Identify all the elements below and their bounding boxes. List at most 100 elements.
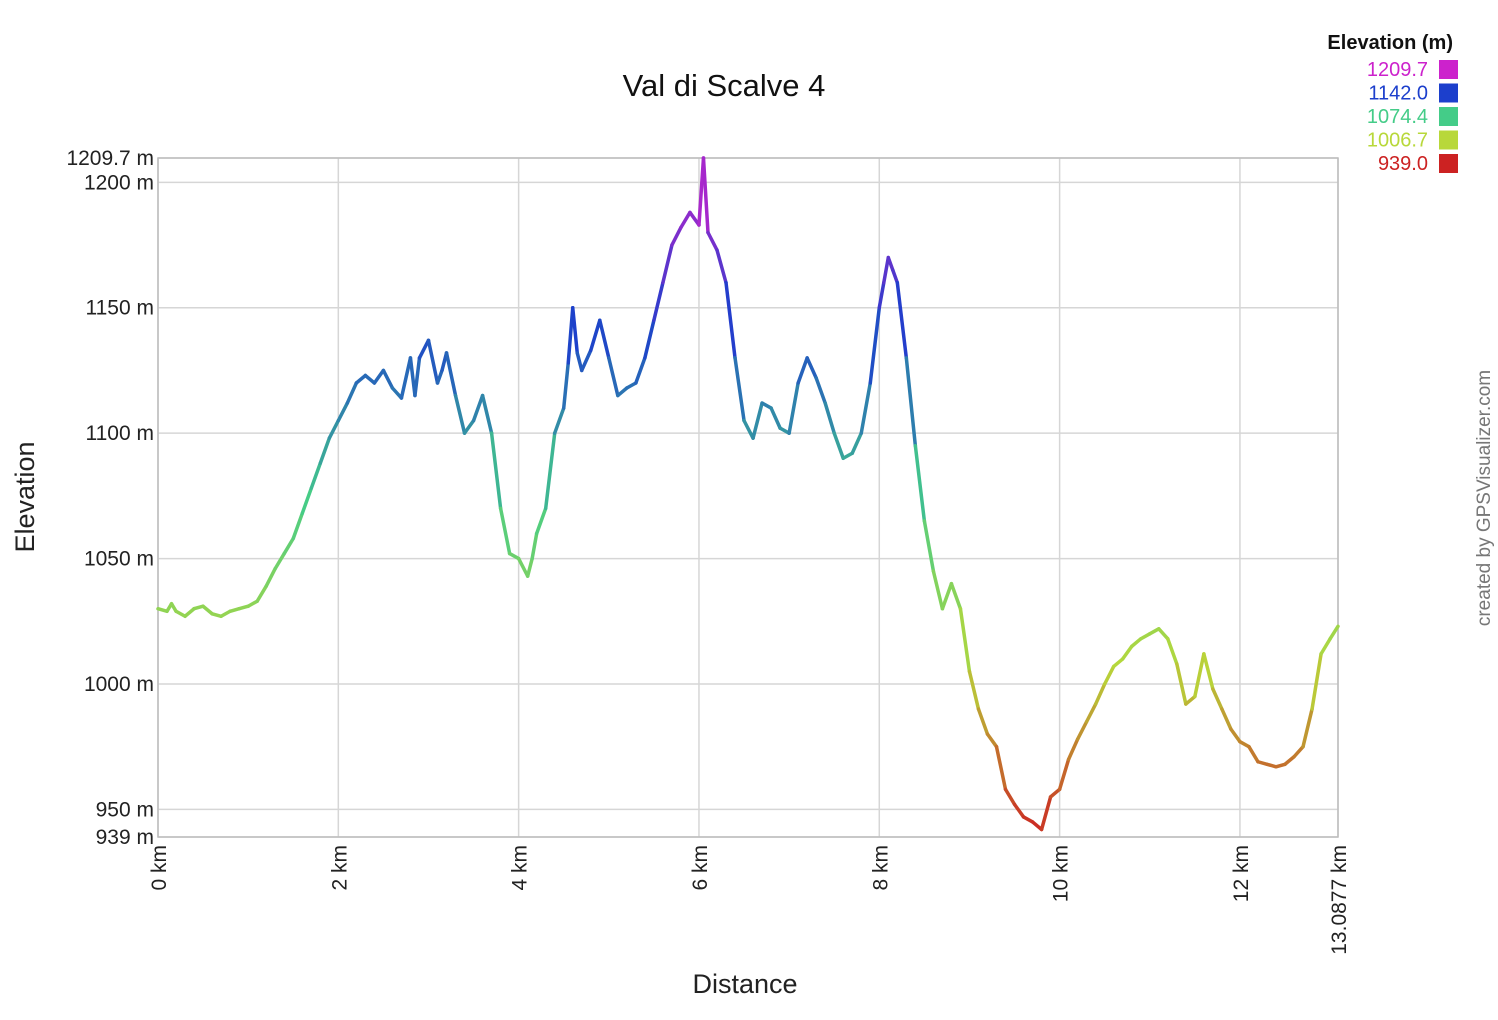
elevation-segment xyxy=(634,356,647,385)
elevation-segment xyxy=(913,443,927,523)
y-tick-label: 1050 m xyxy=(84,548,154,571)
elevation-segment xyxy=(543,431,557,511)
elevation-segment xyxy=(1084,702,1098,724)
elevation-segment xyxy=(1066,737,1080,761)
elevation-segment xyxy=(1166,637,1179,666)
elevation-segment xyxy=(1012,802,1026,819)
elevation-segment xyxy=(372,368,386,385)
legend-swatch xyxy=(1439,130,1458,150)
elevation-segment xyxy=(1157,627,1170,641)
elevation-segment xyxy=(273,551,286,571)
elevation-segment xyxy=(1283,754,1296,767)
elevation-segment xyxy=(1202,652,1215,691)
legend-label: 1006.7 xyxy=(1367,130,1428,152)
elevation-segment xyxy=(868,305,882,385)
elevation-segment xyxy=(282,536,295,556)
legend-label: 1209.7 xyxy=(1367,59,1428,81)
elevation-segment xyxy=(489,431,503,511)
elevation-segment xyxy=(1120,644,1134,661)
elevation-segment xyxy=(462,418,476,435)
elevation-segment xyxy=(1003,787,1017,807)
elevation-segment xyxy=(859,381,873,435)
x-tick-label: 10 km xyxy=(1050,845,1073,902)
elevation-segment xyxy=(1247,744,1260,764)
elevation-segment xyxy=(552,406,566,435)
elevation-segment xyxy=(904,356,918,448)
elevation-segment xyxy=(643,318,656,360)
legend-swatch xyxy=(1439,154,1458,173)
elevation-segment xyxy=(291,511,305,541)
legend-title: Elevation (m) xyxy=(1327,32,1453,54)
x-tick-label: 13.0877 km xyxy=(1328,845,1351,955)
elevation-segment xyxy=(561,361,570,410)
y-tick-label: 1209.7 m xyxy=(66,147,154,170)
elevation-segment xyxy=(1048,787,1062,799)
x-tick-label: 8 km xyxy=(869,845,892,891)
elevation-segment xyxy=(607,356,620,398)
elevation-segment xyxy=(616,386,629,398)
elevation-segment xyxy=(453,393,467,435)
elevation-segment xyxy=(733,356,746,423)
elevation-segment xyxy=(354,373,368,385)
plot-frame xyxy=(157,157,1339,838)
elevation-segment xyxy=(715,248,728,285)
elevation-segment xyxy=(381,368,395,390)
elevation-segment xyxy=(530,531,539,561)
elevation-segment xyxy=(345,381,359,405)
legend-swatch xyxy=(1439,107,1458,126)
elevation-segment xyxy=(652,280,665,323)
elevation-segment xyxy=(814,376,827,405)
elevation-segment xyxy=(850,431,864,455)
elevation-segment xyxy=(570,305,579,355)
y-tick-label: 950 m xyxy=(96,798,154,821)
elevation-segment xyxy=(1175,662,1188,706)
elevation-segment xyxy=(742,418,755,440)
y-axis-ticks: 939 m 950 m 1000 m 1050 m 1100 m 1150 m 1200 m… xyxy=(66,147,154,849)
elevation-segment xyxy=(201,604,214,616)
elevation-segment xyxy=(417,338,431,360)
elevation-segment xyxy=(390,386,404,400)
elevation-segment xyxy=(769,406,782,430)
elevation-segment xyxy=(580,348,593,373)
x-tick-label: 2 km xyxy=(328,845,351,891)
elevation-segment xyxy=(575,351,584,373)
legend-label: 939.0 xyxy=(1378,153,1428,175)
elevation-segment xyxy=(706,230,719,252)
elevation-segment xyxy=(787,381,800,435)
elevation-segment xyxy=(1057,757,1071,792)
elevation-segment xyxy=(1292,744,1305,759)
elevation-segment xyxy=(1301,707,1314,749)
elevation-segment xyxy=(480,393,494,435)
elevation-segment xyxy=(1319,637,1332,656)
x-tick-label: 0 km xyxy=(148,845,171,891)
legend-label: 1142.0 xyxy=(1368,83,1428,105)
elevation-segment xyxy=(922,519,936,573)
elevation-segment xyxy=(363,373,377,385)
elevation-segment xyxy=(679,210,692,230)
elevation-segment xyxy=(525,556,534,578)
chart-title: Val di Scalve 4 xyxy=(623,68,826,103)
elevation-segment xyxy=(877,280,886,310)
elevation-segment xyxy=(931,569,945,611)
elevation-segment xyxy=(994,744,1008,792)
elevation-segment xyxy=(318,436,332,466)
y-tick-label: 1150 m xyxy=(86,297,155,320)
elevation-segment xyxy=(589,318,602,353)
elevation-segment xyxy=(976,707,990,736)
elevation-segment xyxy=(832,431,845,460)
elevation-segment xyxy=(1310,652,1323,711)
elevation-segment xyxy=(882,255,891,285)
y-tick-label: 1000 m xyxy=(84,673,154,696)
x-tick-label: 6 km xyxy=(689,845,712,891)
y-tick-label: 1100 m xyxy=(86,422,155,445)
elevation-segment xyxy=(701,156,710,235)
elevation-segment xyxy=(805,356,818,380)
elevation-segment xyxy=(1220,707,1233,731)
elevation-segment xyxy=(336,401,350,423)
legend-swatch xyxy=(1439,83,1458,103)
elevation-segment xyxy=(426,338,440,385)
elevation-segment xyxy=(724,280,737,360)
elevation-segment xyxy=(300,486,314,516)
